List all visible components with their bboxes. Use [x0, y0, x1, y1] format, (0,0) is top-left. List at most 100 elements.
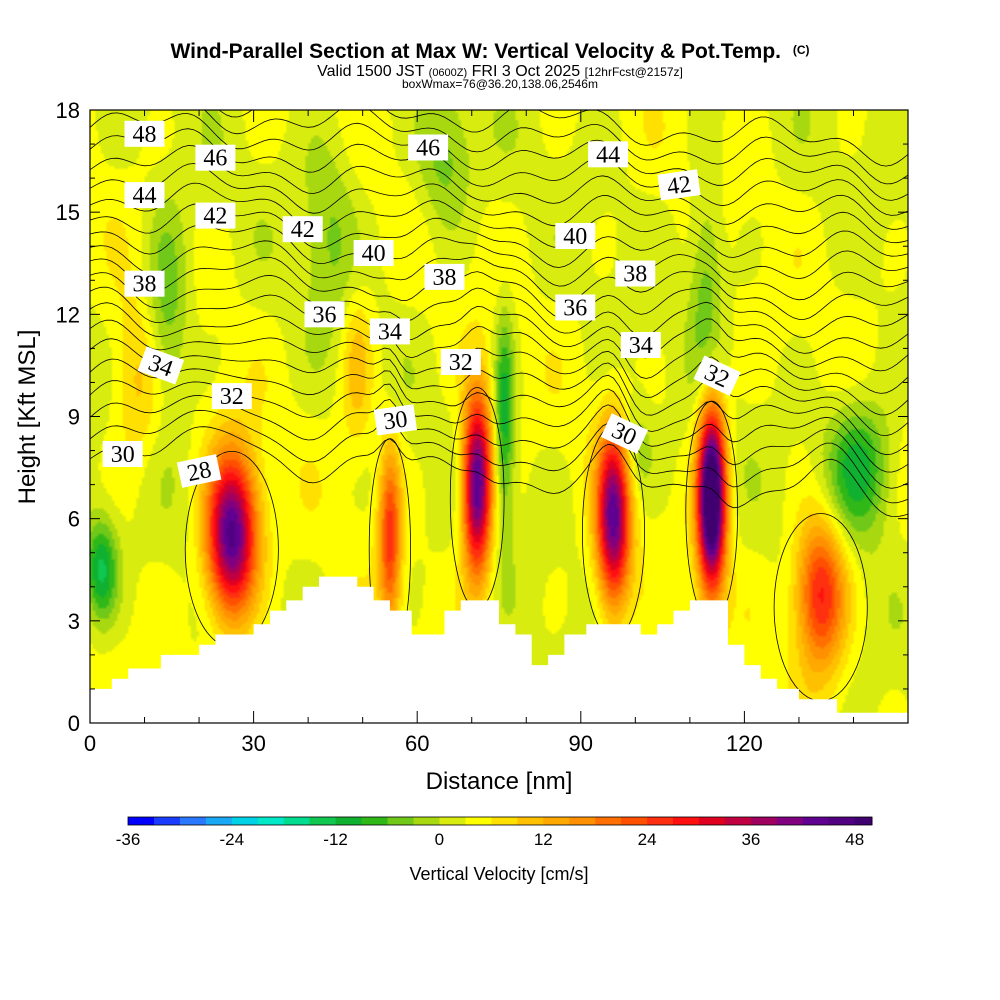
chart-subtitle: Valid 1500 JST (0600Z) FRI 3 Oct 2025 [1…	[317, 63, 683, 80]
contour-label: 30	[102, 441, 143, 468]
colorbar-tick-label: -24	[220, 830, 245, 849]
colorbar-tick-label: 48	[845, 830, 864, 849]
contour-label: 42	[195, 202, 236, 230]
theta-contour-line	[90, 358, 908, 456]
colorbar-swatch	[439, 817, 466, 825]
contour-label-text: 38	[433, 265, 457, 291]
theta-contour-line	[90, 426, 908, 518]
y-tick-label: 3	[68, 609, 80, 634]
y-tick-label: 0	[68, 711, 80, 736]
subtitle-fcst: [12hrFcst@2157z]	[585, 65, 683, 79]
y-tick-label: 15	[56, 200, 80, 225]
colorbar-tick-label: 24	[638, 830, 657, 849]
colorbar-swatch	[283, 817, 311, 825]
colorbar-swatch	[647, 817, 674, 825]
contour-label-text: 34	[629, 333, 653, 359]
colorbar-swatch	[802, 817, 830, 825]
theta-contour-line	[90, 338, 908, 437]
contour-label-box	[137, 346, 185, 385]
theta-contour-line	[90, 319, 908, 416]
x-tick-label: 60	[405, 731, 429, 756]
contour-label-box	[353, 240, 394, 266]
theta-contour-line	[90, 224, 908, 301]
contour-label: 38	[124, 270, 165, 298]
contour-label: 48	[124, 120, 165, 148]
colorbar-title: Vertical Velocity [cm/s]	[409, 864, 588, 884]
x-tick-label: 0	[84, 731, 96, 756]
colorbar-swatch	[179, 817, 207, 825]
colorbar-swatch	[387, 817, 414, 825]
contour-label-text: 32	[449, 350, 473, 376]
theta-contour-line	[90, 286, 908, 372]
contour-label: 44	[588, 141, 629, 168]
colorbar-swatch	[361, 817, 389, 825]
contour-label: 46	[195, 144, 236, 172]
contour-label: 32	[440, 349, 481, 376]
colorbar-swatch	[673, 817, 700, 825]
contour-label-text: 44	[596, 142, 620, 168]
theta-contour-line	[90, 112, 908, 201]
chart-title-units: (C)	[793, 43, 810, 57]
theta-contour-line	[90, 182, 908, 258]
contour-label: 32	[211, 383, 252, 410]
contour-label: 34	[369, 318, 410, 345]
contour-label-text: 42	[291, 217, 315, 243]
x-tick-label: 120	[726, 731, 763, 756]
contour-label-box	[408, 134, 449, 161]
x-axis-title: Distance [nm]	[426, 768, 573, 795]
colorbar-swatch	[750, 817, 778, 825]
contour-label-text: 40	[563, 224, 587, 250]
y-tick-label: 9	[68, 405, 80, 430]
colorbar-tick-label: 12	[534, 830, 553, 849]
contour-label-text: 42	[665, 171, 692, 200]
contour-label-box	[282, 216, 323, 243]
colorbar-swatch	[569, 817, 596, 825]
y-tick-label: 6	[68, 507, 80, 532]
contour-label-text: 48	[133, 122, 157, 148]
contour-label-text: 44	[133, 183, 157, 209]
y-axis-title: Height [Kft MSL]	[14, 330, 41, 505]
contour-label: 42	[282, 216, 323, 243]
colorbar-swatch	[543, 817, 570, 825]
contour-label: 40	[353, 240, 394, 267]
contour-label: 44	[124, 182, 165, 209]
contour-label: 38	[424, 263, 465, 291]
contour-label-box	[555, 223, 596, 249]
theta-contour-line	[90, 240, 908, 320]
contour-label-box	[102, 441, 143, 467]
theta-contour-line	[90, 163, 908, 244]
colorbar-tick-label: -12	[323, 830, 348, 849]
contour-label-box	[124, 120, 165, 147]
y-tick-label: 18	[56, 98, 80, 123]
colorbar-swatch	[465, 817, 492, 825]
theta-contour-line	[90, 257, 908, 338]
contour-label: 30	[373, 404, 418, 436]
contour-label-box	[195, 144, 236, 171]
colorbar-swatch	[724, 817, 752, 825]
contour-label-box	[304, 301, 345, 328]
contour-label-text: 40	[362, 241, 386, 267]
contour-label-text: 36	[563, 296, 587, 322]
colorbar-frame	[127, 816, 873, 826]
terrain-mask	[90, 576, 908, 723]
contour-label-text: 46	[203, 146, 227, 172]
colorbar-swatch	[413, 817, 440, 825]
contour-label-box	[176, 454, 222, 488]
contour-label: 46	[408, 134, 449, 162]
theta-contour-line	[218, 110, 908, 167]
contour-label-box	[657, 169, 701, 201]
contour-label-box	[369, 318, 410, 345]
colorbar-swatch	[491, 817, 518, 825]
theta-contour-line	[204, 110, 908, 185]
contour-label-box	[440, 349, 481, 375]
contour-label: 38	[615, 260, 656, 288]
colorbar-swatch	[205, 817, 233, 825]
colorbar-swatch	[595, 817, 622, 825]
x-tick-label: 90	[569, 731, 593, 756]
contour-label-text: 42	[203, 204, 227, 230]
colorbar-swatch	[621, 817, 648, 825]
